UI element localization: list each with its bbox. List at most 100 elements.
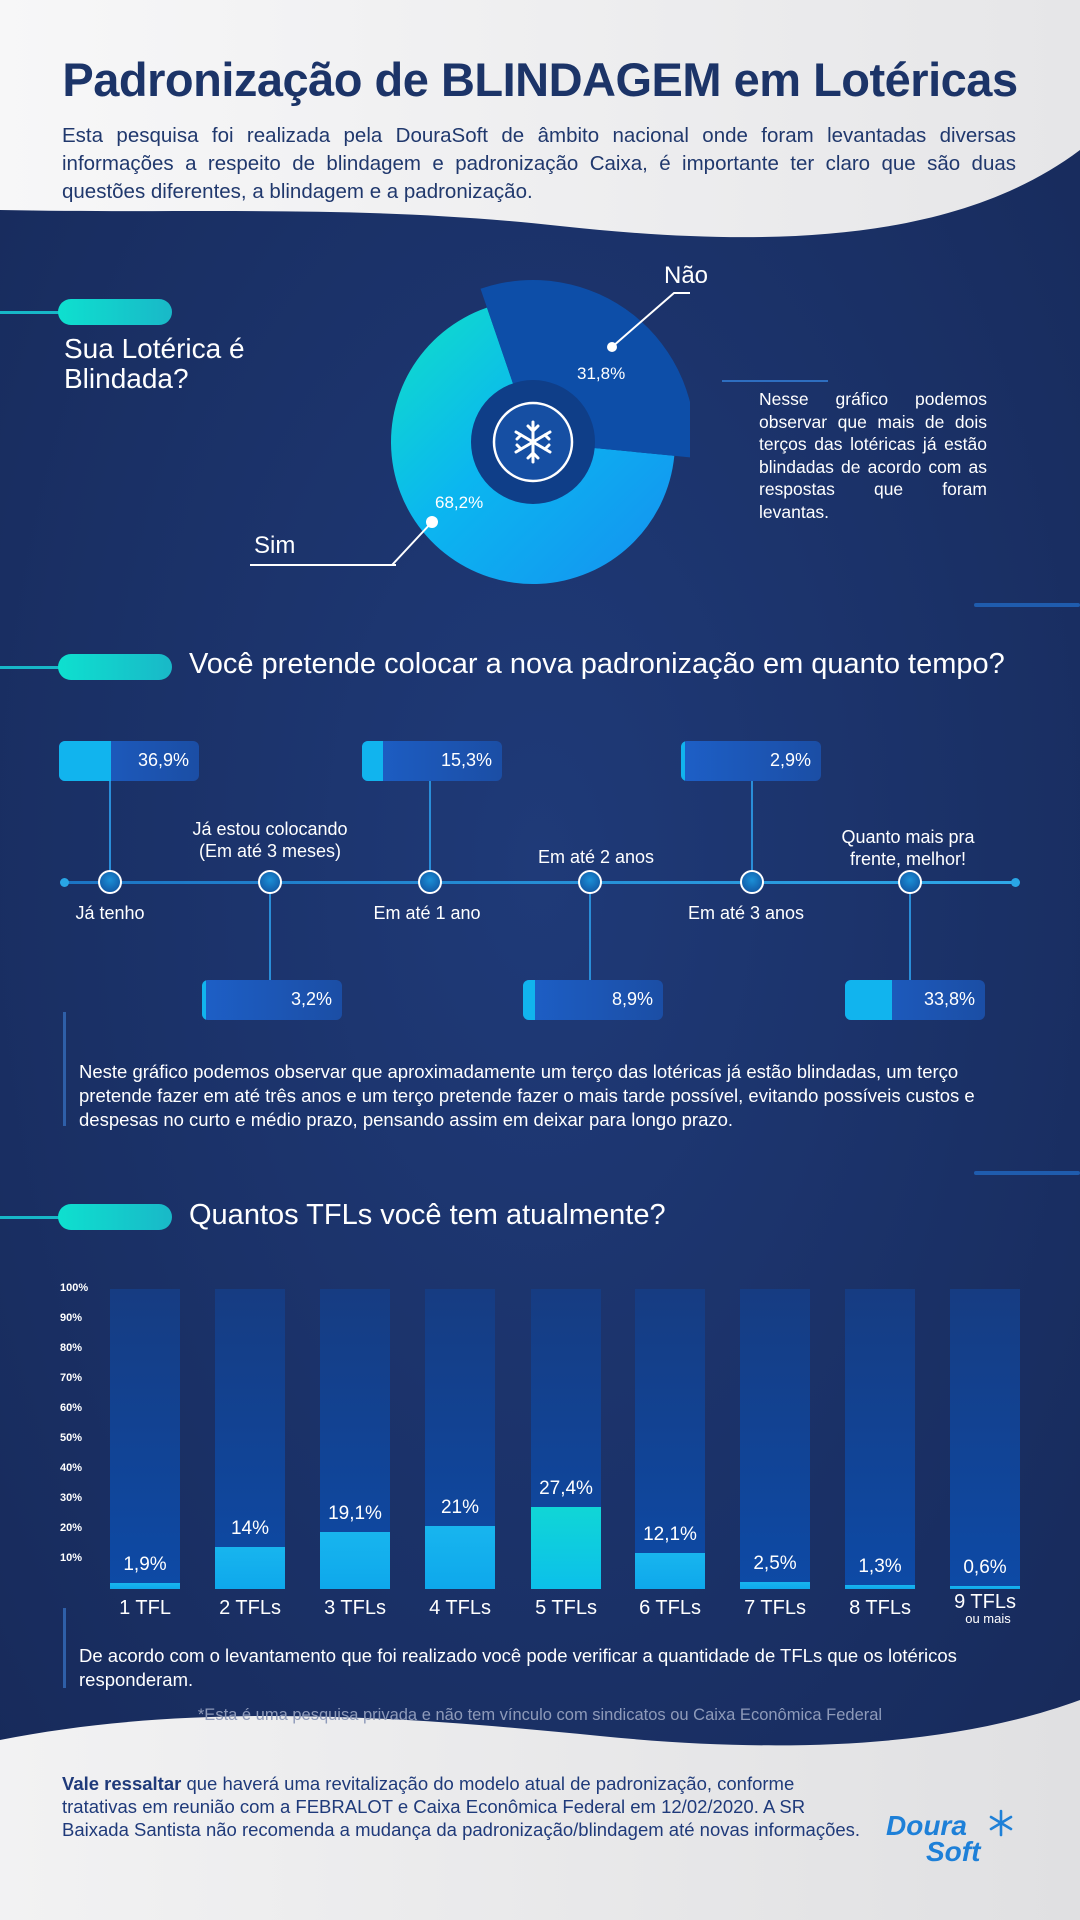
pie-leader-dot-sim: [426, 516, 438, 528]
logo-snowflake-icon: [989, 1809, 1013, 1837]
bar-category-label: 8 TFLs: [849, 1597, 911, 1619]
y-tick-label: 60%: [60, 1402, 83, 1414]
section2-note: Neste gráfico podemos observar que aprox…: [79, 1061, 975, 1130]
timeline-node-6: [898, 870, 922, 894]
side-note-line: [722, 380, 828, 382]
timeline-value-box-4: 8,9%: [523, 980, 663, 1020]
pie-chart: [370, 280, 690, 584]
bar-track: [215, 1289, 285, 1589]
bar: [425, 1526, 495, 1589]
timeline-value-label-5: 2,9%: [769, 750, 811, 770]
bar-category-label: 7 TFLs: [744, 1597, 806, 1619]
bar-category-label: 9 TFLs: [954, 1591, 1016, 1613]
y-tick-label: 10%: [60, 1552, 83, 1564]
y-tick-label: 70%: [60, 1372, 83, 1384]
timeline-value-fill-3: [362, 741, 384, 781]
timeline-stem-1: [109, 781, 111, 882]
y-tick-label: 30%: [60, 1492, 83, 1504]
logo-line1: Doura: [886, 1810, 967, 1841]
bar-value-label: 12,1%: [643, 1523, 697, 1545]
bar-track: [635, 1289, 705, 1589]
bar: [110, 1583, 180, 1589]
section3-note: De acordo com o levantamento que foi rea…: [79, 1645, 957, 1690]
section2-note-bar: [63, 1012, 66, 1126]
bar: [845, 1585, 915, 1589]
bar-value-label: 0,6%: [963, 1557, 1007, 1578]
bar-value-label: 19,1%: [328, 1502, 382, 1524]
pie-leader-dot-nao: [607, 342, 617, 352]
footer-body: que haverá uma revitalização do modelo a…: [62, 1773, 861, 1840]
pie-label-sim: Sim: [254, 532, 296, 559]
timeline-node-5: [740, 870, 764, 894]
timeline-value-box-1: 36,9%: [59, 741, 199, 781]
section1-pill-line: [0, 311, 70, 314]
bar-category-label: 5 TFLs: [535, 1597, 597, 1619]
timeline-value-label-1: 36,9%: [137, 750, 189, 770]
timeline-value-label-4: 8,9%: [611, 989, 653, 1009]
timeline-stem-3: [429, 781, 431, 882]
dourasoft-logo: Doura Soft: [886, 1809, 1016, 1868]
bar-value-label: 2,5%: [753, 1552, 797, 1574]
disclaimer: *Esta é uma pesquisa privada e não tem v…: [197, 1706, 883, 1724]
bar: [215, 1547, 285, 1589]
section1-question: Sua Lotérica é Blindada?: [64, 333, 245, 394]
timeline-value-box-6: 33,8%: [845, 980, 985, 1020]
divider-right-2: [974, 1171, 1080, 1175]
pie-leader-sim-line: [250, 564, 396, 566]
divider-right-1: [974, 603, 1080, 607]
timeline-value-label-3: 15,3%: [440, 750, 492, 770]
bar-track: [110, 1289, 180, 1589]
bar-track: [950, 1289, 1020, 1589]
footer-text: Vale ressaltar que haverá uma revitaliza…: [62, 1772, 862, 1841]
bar: [320, 1531, 390, 1589]
timeline-value-fill-5: [681, 741, 686, 781]
logo-line2: Soft: [926, 1836, 981, 1867]
footer-bold: Vale ressaltar: [62, 1773, 182, 1794]
section3-note-bar: [63, 1608, 66, 1688]
bar-value-label: 27,4%: [539, 1477, 593, 1499]
timeline-value-fill-2: [202, 980, 207, 1020]
page-title: Padronização de BLINDAGEM em Lotéricas: [62, 53, 1018, 106]
timeline-category-4: Em até 2 anos: [537, 847, 655, 867]
timeline-axis: [64, 881, 1016, 884]
section3-pill-line: [0, 1216, 70, 1219]
timeline-category-2: Já estou colocando (Em até 3 meses): [192, 819, 348, 861]
section2-pill: [58, 654, 172, 680]
bar-track: [845, 1289, 915, 1589]
pie-slice-sim: [390, 307, 675, 584]
timeline-value-label-6: 33,8%: [923, 989, 975, 1009]
timeline-node-4: [578, 870, 602, 894]
section2-pill-line: [0, 666, 70, 669]
pie-pct-sim: 68,2%: [435, 493, 484, 512]
section3-pill: [58, 1204, 172, 1230]
section2-question: Você pretende colocar a nova padronizaçã…: [189, 648, 1005, 680]
timeline-stem-2: [269, 882, 271, 980]
timeline-category-1: Já tenho: [75, 903, 145, 923]
pie-pct-nao: 31,8%: [577, 364, 626, 383]
bar-category-label: 6 TFLs: [639, 1597, 701, 1619]
timeline-value-fill-4: [523, 980, 536, 1020]
timeline-value-label-2: 3,2%: [290, 989, 332, 1009]
bar-track: [740, 1289, 810, 1589]
bar: [740, 1581, 810, 1589]
bar-category-label: 4 TFLs: [429, 1597, 491, 1619]
y-tick-label: 20%: [60, 1522, 83, 1534]
timeline-category-3: Em até 1 ano: [373, 903, 481, 923]
pie-label-nao: Não: [664, 262, 709, 289]
y-tick-label: 100%: [60, 1282, 89, 1294]
timeline-value-box-3: 15,3%: [362, 741, 502, 781]
bar-value-label: 1,9%: [123, 1554, 167, 1576]
bar-category-label: 2 TFLs: [219, 1597, 281, 1619]
timeline-node-2: [258, 870, 282, 894]
timeline-category-6: Quanto mais pra frente, melhor!: [841, 827, 975, 869]
timeline-node-3: [418, 870, 442, 894]
bar-sub-label: ou mais: [965, 1611, 1011, 1626]
bar-category-label: 1 TFL: [119, 1597, 171, 1619]
section3-question: Quantos TFLs você tem atualmente?: [189, 1199, 666, 1231]
timeline-value-box-5: 2,9%: [681, 741, 821, 781]
timeline-stem-4: [589, 882, 591, 980]
timeline-category-5: Em até 3 anos: [687, 903, 805, 923]
timeline-end-dot-right: [1011, 878, 1020, 887]
bar-value-label: 21%: [440, 1497, 480, 1518]
bar-category-label: 3 TFLs: [324, 1597, 386, 1619]
